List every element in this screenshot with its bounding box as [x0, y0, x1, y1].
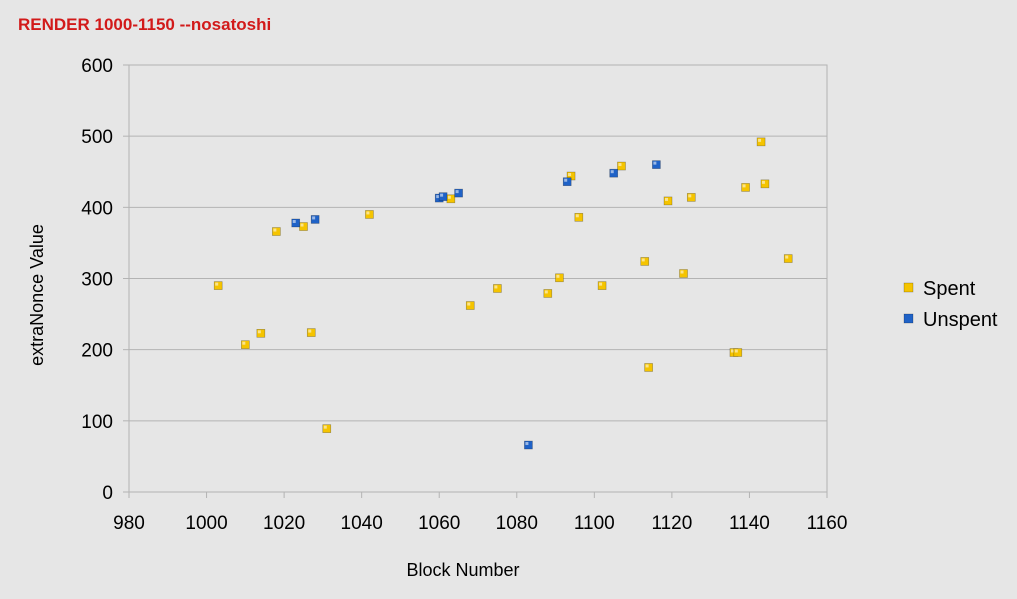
point-highlight — [544, 290, 548, 294]
point-highlight — [292, 219, 296, 223]
legend-label-unspent: Unspent — [923, 309, 998, 331]
point-highlight — [575, 214, 579, 218]
legend: Spent Unspent — [903, 278, 998, 331]
point-highlight — [680, 270, 684, 274]
x-axis-ticks: 980 1000 1020 1040 1060 1080 1100 1120 1140 1160 — [113, 492, 847, 534]
point-highlight — [323, 425, 327, 429]
x-tick-label: 1060 — [418, 513, 460, 534]
x-tick-label: 1000 — [185, 513, 227, 534]
point-highlight — [308, 329, 312, 333]
y-tick-label: 0 — [102, 483, 113, 504]
point-highlight — [641, 258, 645, 262]
x-tick-label: 1100 — [574, 513, 615, 534]
point-highlight — [525, 442, 529, 446]
point-highlight — [785, 255, 789, 259]
point-highlight — [758, 138, 762, 142]
y-tick-label: 500 — [81, 127, 113, 148]
point-highlight — [455, 190, 459, 194]
point-highlight — [653, 161, 657, 165]
point-highlight — [610, 170, 614, 174]
y-tick-label: 600 — [81, 56, 113, 77]
point-highlight — [494, 285, 498, 289]
point-highlight — [599, 282, 603, 286]
point-highlight — [688, 194, 692, 198]
point-highlight — [742, 184, 746, 188]
point-highlight — [730, 349, 734, 353]
chart-title: RENDER 1000-1150 --nosatoshi — [18, 15, 271, 34]
y-tick-label: 100 — [81, 412, 113, 433]
legend-marker-unspent — [903, 313, 914, 324]
grid-lines — [129, 135, 827, 422]
point-highlight — [568, 173, 572, 177]
series-unspent — [291, 160, 661, 450]
x-tick-label: 980 — [113, 513, 145, 534]
point-highlight — [665, 197, 669, 201]
legend-marker-spent — [903, 282, 914, 293]
x-tick-label: 1020 — [263, 513, 305, 534]
point-highlight — [645, 364, 649, 368]
series-spent — [213, 137, 793, 433]
x-tick-label: 1140 — [729, 513, 770, 534]
y-axis-ticks: 0 100 200 300 400 500 600 — [81, 56, 129, 504]
point-highlight — [242, 341, 246, 345]
point-highlight — [436, 195, 440, 199]
point-highlight — [215, 282, 219, 286]
point-highlight — [447, 195, 451, 199]
y-tick-label: 200 — [81, 341, 113, 362]
point-highlight — [440, 193, 444, 197]
y-tick-label: 300 — [81, 270, 113, 291]
point-highlight — [556, 274, 560, 278]
x-tick-label: 1120 — [651, 513, 692, 534]
point-highlight — [564, 178, 568, 182]
point-highlight — [618, 163, 622, 167]
point-highlight — [734, 349, 738, 353]
legend-label-spent: Spent — [923, 278, 976, 300]
y-tick-label: 400 — [81, 198, 113, 219]
point-highlight — [273, 228, 277, 232]
data-points — [213, 137, 793, 450]
x-tick-label: 1040 — [341, 513, 383, 534]
point-highlight — [467, 302, 471, 306]
x-tick-label: 1080 — [496, 513, 538, 534]
x-tick-label: 1160 — [807, 513, 848, 534]
point-highlight — [300, 223, 304, 227]
point-highlight — [312, 216, 316, 220]
point-highlight — [761, 180, 765, 184]
point-highlight — [366, 211, 370, 215]
x-axis-label: Block Number — [406, 560, 519, 580]
y-axis-label: extraNonce Value — [27, 224, 47, 366]
point-highlight — [257, 330, 261, 334]
